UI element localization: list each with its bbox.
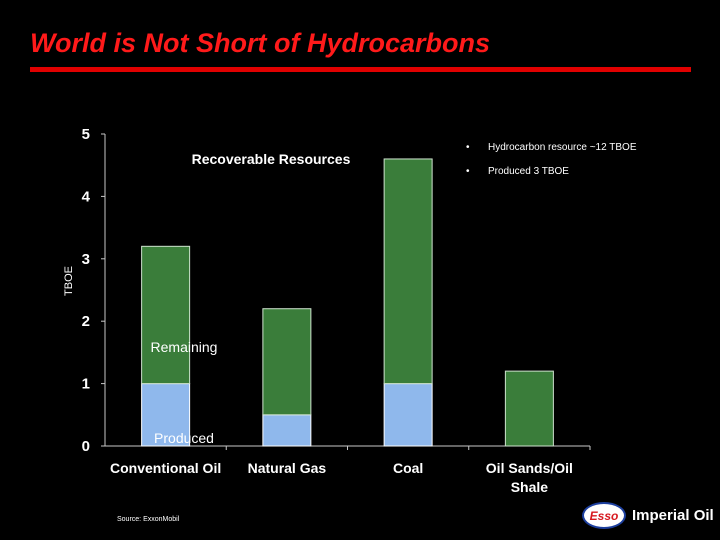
source-note: Source: ExxonMobil (117, 516, 180, 523)
y-tick-label: 3 (82, 251, 90, 268)
x-tick-label: Coal (393, 460, 423, 476)
bullet-marker: • (466, 166, 470, 177)
chart-title: Recoverable Resources (192, 151, 351, 167)
slide-title: World is Not Short of Hydrocarbons (30, 28, 491, 58)
x-tick-labels: Conventional Oil Natural Gas Coal Oil Sands… (110, 446, 591, 495)
bar-remaining (504, 370, 554, 447)
bar-remaining (262, 308, 312, 416)
bars (141, 158, 554, 447)
x-tick-label: Conventional Oil (110, 460, 221, 476)
y-tick-label: 2 (82, 313, 90, 330)
bullet-text: Produced 3 TBOE (488, 166, 569, 177)
esso-brand-mark: Esso (589, 508, 619, 523)
y-tick-labels: 0 1 2 3 4 5 (82, 126, 105, 455)
bar-produced (383, 383, 433, 447)
y-tick-label: 1 (82, 376, 90, 393)
y-tick-label: 4 (82, 188, 91, 205)
bar-produced (262, 414, 312, 447)
bullet-item: • Hydrocarbon resource ~12 TBOE (466, 142, 637, 166)
y-tick-label: 5 (82, 126, 90, 143)
bullet-list: • Hydrocarbon resource ~12 TBOE • Produc… (466, 142, 637, 190)
bullet-item: • Produced 3 TBOE (466, 166, 637, 190)
y-tick-label: 0 (82, 438, 90, 455)
company-name: Imperial Oil (632, 507, 714, 524)
bullet-text: Hydrocarbon resource ~12 TBOE (488, 142, 637, 153)
x-tick-label: Shale (511, 479, 549, 495)
x-tick-label: Natural Gas (248, 460, 327, 476)
series-label-produced: Produced (154, 430, 214, 446)
x-tick-label: Oil Sands/Oil (486, 460, 573, 476)
series-label-remaining: Remaining (151, 339, 218, 355)
y-axis-label: TBOE (63, 266, 75, 296)
bar-remaining (141, 245, 191, 385)
title-divider (30, 67, 691, 72)
bullet-marker: • (466, 142, 470, 153)
company-logo: Esso Imperial Oil (582, 500, 714, 530)
bar-remaining (383, 158, 433, 385)
esso-logo-icon: Esso (582, 502, 626, 529)
bar-produced (141, 383, 191, 447)
